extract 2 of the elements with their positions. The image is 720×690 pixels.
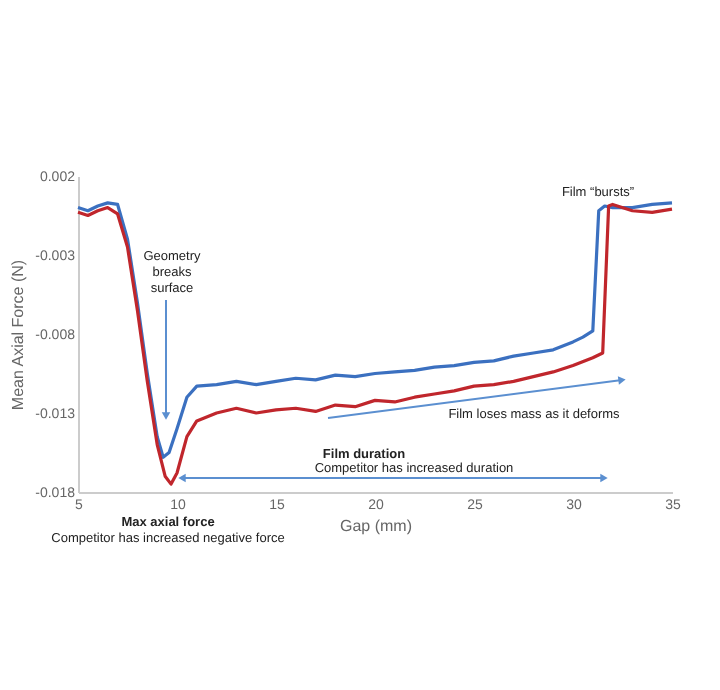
x-axis-title: Gap (mm) <box>340 517 413 535</box>
y-axis-title: Mean Axial Force (N) <box>9 259 28 411</box>
